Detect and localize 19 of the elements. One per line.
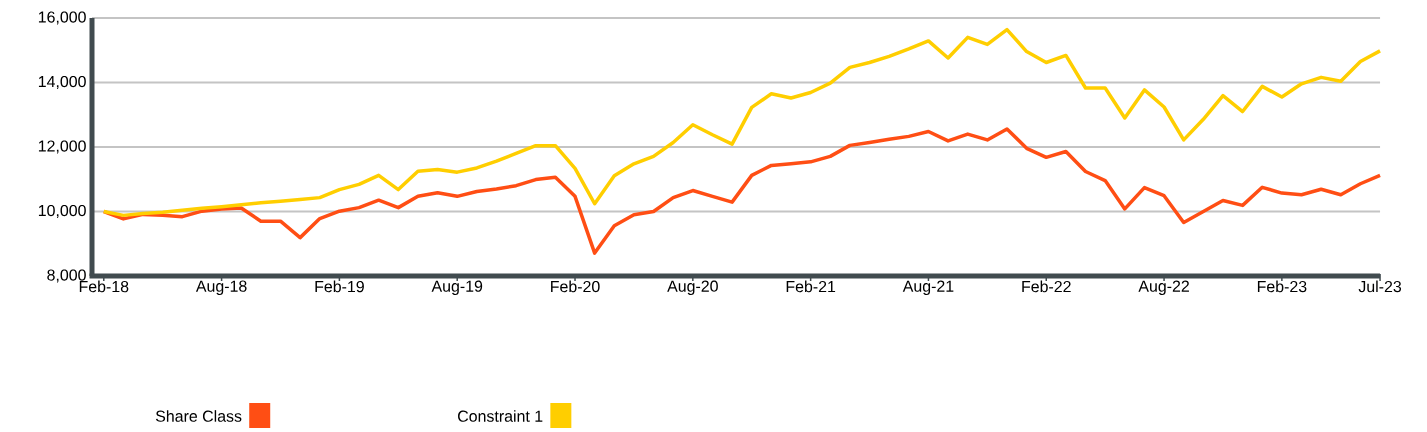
x-tick-label: Feb-19	[315, 280, 364, 293]
line-series	[102, 27, 1382, 218]
y-tick-label: 16,000	[38, 11, 86, 25]
x-tick-label: Aug-21	[902, 280, 954, 295]
x-tick-label: Aug-18	[195, 280, 247, 295]
x-tick-label: Jul-23	[1358, 280, 1402, 293]
x-tick-label: Aug-20	[667, 280, 718, 295]
x-tick-label: Feb-23	[1257, 280, 1307, 293]
line-series	[102, 127, 1382, 255]
y-tick-label: 10,000	[38, 204, 86, 219]
x-tick-label: Aug-19	[431, 280, 483, 295]
x-tick-label: Feb-21	[786, 280, 836, 293]
y-tick-label: 12,000	[38, 140, 86, 154]
legend-label: Constraint 1	[458, 410, 543, 422]
y-tick-label: 14,000	[38, 75, 86, 90]
x-tick-label: Feb-20	[551, 280, 600, 293]
x-tick-label: Feb-22	[1022, 280, 1071, 293]
x-tick-label: Aug-22	[1138, 280, 1189, 295]
legend-label: Share Class	[155, 410, 242, 422]
